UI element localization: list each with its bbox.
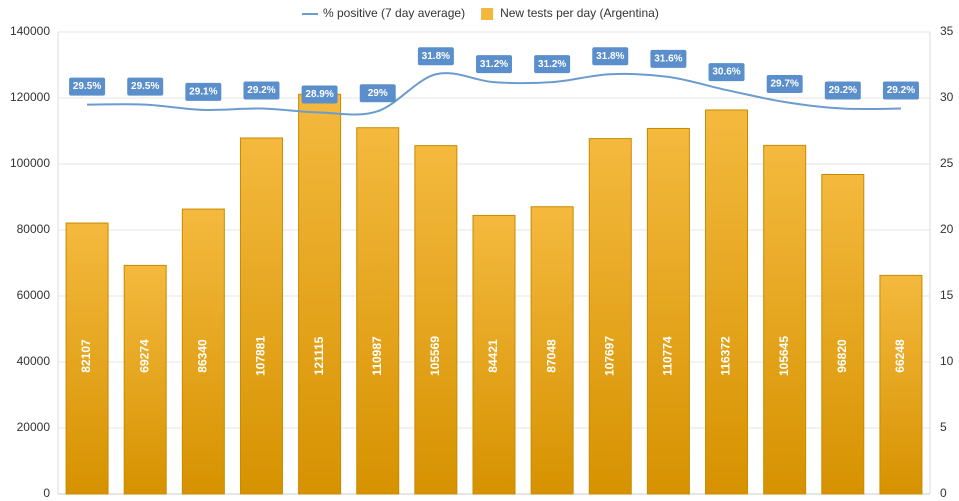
y-tick-label: 0 (43, 486, 50, 500)
bar-value-label: 69274 (137, 339, 151, 373)
legend-label: New tests per day (Argentina) (500, 6, 659, 20)
point-label: 29.1% (189, 87, 217, 98)
bar-value-label: 87048 (544, 339, 558, 373)
bar (821, 173, 865, 495)
bar-value-label: 105645 (777, 336, 791, 376)
bar-value-label: 86340 (196, 339, 210, 373)
point-label: 30.6% (712, 67, 740, 78)
bar-value-label: 116372 (719, 336, 733, 376)
bar (239, 137, 283, 495)
y2-tick-label: 30 (940, 90, 954, 104)
bar (356, 127, 400, 495)
bar (414, 145, 458, 495)
y-tick-label: 20000 (17, 420, 51, 434)
y-tick-label: 60000 (17, 288, 51, 302)
point-label-box (69, 77, 106, 96)
bar (879, 274, 923, 495)
bar-value-label: 96820 (835, 339, 849, 373)
point-label: 31.8% (596, 51, 624, 62)
y-tick-label: 120000 (10, 90, 50, 104)
point-label: 29.2% (829, 85, 857, 96)
point-label-box (243, 81, 280, 100)
point-label: 31.2% (538, 59, 566, 70)
point-label-box (766, 74, 803, 93)
point-label-box (417, 47, 454, 66)
bar-value-label: 84421 (486, 339, 500, 373)
point-label-box (534, 55, 571, 74)
point-label-box (359, 84, 396, 103)
bar (65, 222, 109, 495)
point-label-box (301, 85, 338, 104)
point-label-box (708, 63, 745, 82)
point-label-box (650, 49, 687, 68)
bar-value-label: 105569 (428, 336, 442, 376)
point-label-box (127, 77, 164, 96)
point-label-box (476, 55, 512, 74)
bar-value-label: 82107 (79, 339, 93, 373)
point-label-box (882, 81, 919, 100)
y2-tick-label: 35 (940, 24, 954, 38)
point-label: 31.6% (654, 54, 682, 65)
line (87, 72, 901, 116)
point-label: 29.5% (73, 81, 101, 92)
y2-tick-label: 5 (940, 420, 947, 434)
point-label: 31.2% (480, 59, 508, 70)
point-label: 28.9% (305, 89, 333, 100)
y2-tick-label: 10 (940, 354, 954, 368)
y2-tick-label: 15 (940, 288, 954, 302)
bar (472, 214, 516, 495)
legend-label: % positive (7 day average) (323, 6, 465, 20)
point-label: 29.7% (770, 79, 798, 90)
bar (530, 206, 574, 495)
bar (646, 127, 690, 495)
point-label: 31.8% (422, 51, 450, 62)
y-tick-label: 100000 (10, 156, 50, 170)
y-tick-label: 40000 (17, 354, 51, 368)
y2-tick-label: 0 (940, 486, 947, 500)
point-label: 29% (368, 88, 388, 99)
bar (588, 138, 632, 495)
bar-value-label: 110774 (661, 336, 675, 376)
point-label-box (592, 47, 629, 66)
y-tick-label: 140000 (10, 24, 50, 38)
bar-value-label: 66248 (893, 339, 907, 373)
bar-value-label: 121115 (312, 336, 326, 375)
bar (763, 144, 807, 495)
y2-tick-label: 25 (940, 156, 954, 170)
bar (298, 93, 342, 495)
point-label-box (185, 82, 222, 101)
bar (181, 208, 225, 495)
y-tick-label: 80000 (17, 222, 51, 236)
point-label: 29.2% (247, 85, 275, 96)
bar (123, 264, 167, 495)
bar-value-label: 107881 (254, 336, 268, 376)
bar-value-label: 107697 (602, 336, 616, 376)
bar (705, 109, 749, 495)
point-label: 29.2% (887, 85, 915, 96)
point-label-box (824, 81, 861, 100)
point-label: 29.5% (131, 81, 159, 92)
y2-tick-label: 20 (940, 222, 954, 236)
legend-swatch (481, 8, 494, 20)
bar-value-label: 110987 (370, 336, 384, 376)
